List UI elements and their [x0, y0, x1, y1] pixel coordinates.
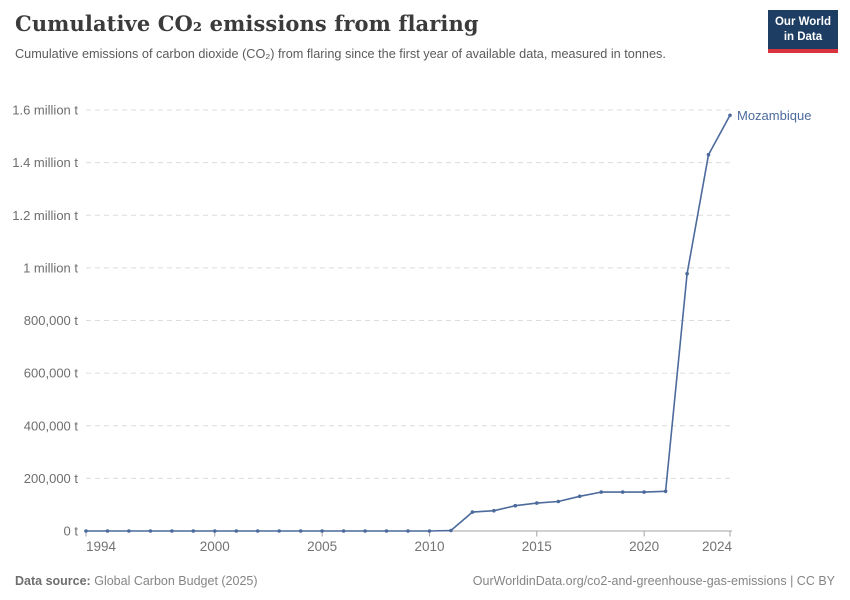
owid-logo-line1: Our World [774, 16, 831, 28]
x-tick-label: 2000 [200, 539, 230, 554]
data-point[interactable] [234, 529, 239, 533]
data-point[interactable] [470, 510, 475, 514]
x-tick-label: 2015 [522, 539, 552, 554]
data-point[interactable] [577, 494, 582, 499]
data-point[interactable] [535, 501, 539, 505]
series-line[interactable] [85, 114, 731, 532]
data-point[interactable] [148, 529, 153, 533]
attribution-link[interactable]: OurWorldinData.org/co2-and-greenhouse-ga… [472, 574, 835, 588]
owid-logo[interactable]: Our World in Data [767, 10, 838, 53]
x-tick-label: 2024 [702, 539, 733, 554]
y-tick-label: 1.6 million t [12, 103, 78, 118]
data-point[interactable] [492, 508, 496, 513]
data-point[interactable] [706, 152, 711, 157]
data-point[interactable] [213, 529, 217, 533]
chart-subtitle: Cumulative emissions of carbon dioxide (… [15, 47, 666, 61]
data-point[interactable] [84, 529, 88, 533]
x-tick-label: 1994 [86, 539, 117, 554]
y-tick-label: 800,000 t [24, 313, 79, 328]
owid-logo-line2: in Data [783, 30, 823, 43]
data-point[interactable] [406, 529, 410, 533]
y-tick-label: 1.2 million t [12, 208, 78, 223]
chart-title: Cumulative CO₂ emissions from flaring [15, 11, 479, 36]
data-point[interactable] [105, 529, 110, 533]
data-point[interactable] [320, 529, 324, 533]
data-point[interactable] [620, 490, 625, 494]
data-point[interactable] [363, 529, 367, 533]
series-label[interactable]: Mozambique [737, 108, 811, 123]
data-point[interactable] [556, 499, 561, 504]
data-point[interactable] [728, 113, 732, 118]
y-tick-label: 600,000 t [24, 366, 79, 381]
x-tick-label: 2010 [414, 539, 444, 554]
data-source: Data source: Global Carbon Budget (2025) [15, 574, 258, 588]
data-point[interactable] [191, 529, 196, 533]
y-tick-label: 1.4 million t [12, 155, 78, 170]
data-point[interactable] [642, 490, 646, 494]
data-point[interactable] [513, 503, 518, 508]
chart-footer: Data source: Global Carbon Budget (2025)… [15, 574, 835, 588]
data-point[interactable] [384, 529, 389, 533]
data-source-value: Global Carbon Budget (2025) [94, 574, 258, 588]
y-tick-label: 200,000 t [24, 471, 79, 486]
data-point[interactable] [663, 489, 668, 494]
x-tick-label: 2005 [307, 539, 337, 554]
data-point[interactable] [277, 529, 282, 533]
data-point[interactable] [255, 529, 260, 533]
data-point[interactable] [341, 529, 346, 533]
data-point[interactable] [127, 529, 131, 533]
chart-header: Cumulative CO₂ emissions from flaring Cu… [15, 11, 835, 64]
data-source-label: Data source: [15, 574, 91, 588]
data-point[interactable] [298, 529, 303, 533]
data-point[interactable] [427, 529, 432, 533]
y-tick-label: 0 t [64, 524, 79, 539]
data-point[interactable] [685, 271, 689, 276]
data-point[interactable] [449, 528, 453, 533]
data-point[interactable] [170, 529, 174, 533]
data-point[interactable] [599, 490, 603, 494]
y-tick-label: 400,000 t [24, 418, 79, 433]
y-tick-label: 1 million t [23, 260, 78, 275]
x-tick-label: 2020 [629, 539, 659, 554]
